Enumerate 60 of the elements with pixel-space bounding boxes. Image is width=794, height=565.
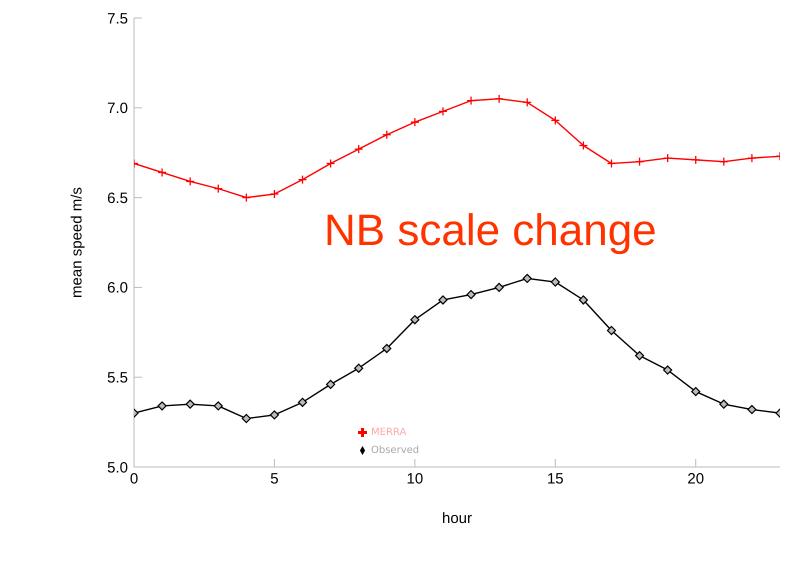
point xyxy=(326,380,336,389)
point xyxy=(410,315,420,324)
point xyxy=(747,404,757,414)
point xyxy=(578,140,588,150)
point xyxy=(719,400,728,409)
y-tick-label: 5.0 xyxy=(107,459,128,476)
x-tick-label: 10 xyxy=(406,470,424,488)
y-tick-label: 6.5 xyxy=(107,190,128,207)
point xyxy=(354,364,364,373)
y-tick-label: 7.0 xyxy=(107,100,128,118)
point xyxy=(606,158,616,168)
y-tick-label: 7.5 xyxy=(107,10,128,28)
point xyxy=(214,184,223,194)
x-tick-label: 20 xyxy=(687,470,704,488)
point xyxy=(606,326,616,336)
point xyxy=(466,290,476,300)
point xyxy=(522,98,532,108)
annotation: NB scale change xyxy=(324,206,657,256)
point xyxy=(663,365,672,375)
point xyxy=(354,144,364,154)
y-axis-title: mean speed m/s xyxy=(68,187,86,298)
point xyxy=(242,192,251,202)
y-tick-label: 5.5 xyxy=(107,370,128,387)
point xyxy=(298,398,308,407)
point xyxy=(691,386,700,396)
point xyxy=(242,414,251,424)
x-tick-label: 0 xyxy=(130,470,138,488)
point xyxy=(157,168,167,178)
point xyxy=(494,94,504,104)
point xyxy=(691,155,700,165)
legend-label: Observed xyxy=(371,445,420,456)
legend-label: MERRA xyxy=(371,427,406,438)
point xyxy=(522,274,532,284)
point xyxy=(550,277,560,287)
point xyxy=(326,158,336,168)
point xyxy=(663,153,672,163)
point xyxy=(719,157,728,166)
point xyxy=(382,130,392,140)
point xyxy=(578,295,588,305)
point xyxy=(410,118,420,127)
point xyxy=(157,401,167,411)
point xyxy=(438,295,448,305)
point xyxy=(298,174,308,184)
point xyxy=(186,176,195,186)
point xyxy=(747,153,757,163)
point xyxy=(634,351,644,360)
point xyxy=(494,282,504,292)
y-tick-label: 6.0 xyxy=(107,280,128,297)
point xyxy=(550,116,560,126)
point xyxy=(634,157,644,166)
x-tick-label: 5 xyxy=(270,470,279,488)
x-tick-label: 15 xyxy=(546,470,564,488)
point xyxy=(382,344,392,354)
point xyxy=(214,401,223,411)
x-axis-title: hour xyxy=(442,510,472,527)
point xyxy=(270,410,280,420)
point xyxy=(186,400,195,409)
point xyxy=(438,106,448,116)
point xyxy=(466,96,476,106)
point xyxy=(270,189,280,199)
